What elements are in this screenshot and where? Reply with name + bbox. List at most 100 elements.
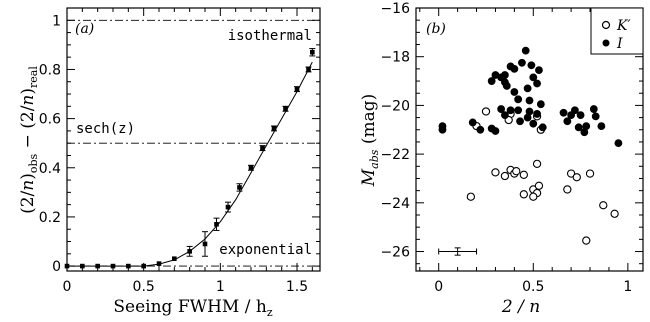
kprime-point (466, 192, 476, 201)
i-band-point (502, 82, 511, 90)
y-label-part: n (18, 180, 38, 191)
kprime-point (582, 236, 591, 245)
data-point (187, 249, 192, 254)
y-tick-label: 0.8 (39, 62, 61, 78)
kprime-point (585, 169, 595, 178)
i-band-point (501, 71, 509, 79)
data-point (80, 263, 85, 269)
i-band-point (614, 139, 623, 148)
panel-a-points (64, 48, 316, 269)
x-tick-label: 1.5 (286, 279, 308, 295)
sech-label: sech(z) (76, 121, 135, 137)
y-label-unit: (mag) (359, 94, 379, 150)
y-tick-label: 1 (52, 13, 61, 29)
i-band-point (487, 77, 496, 85)
y-label-sub: obs (27, 153, 40, 173)
i-band-point (527, 61, 536, 70)
panel-b: 0 0.5 1 −16 −18 −20 −22 −24 −26 (b) K′ I 2 / n M… (359, 1, 644, 317)
data-point (283, 106, 288, 112)
y-tick-label: 0.4 (39, 161, 61, 177)
data-point (95, 263, 100, 269)
kprime-point (519, 190, 528, 199)
data-point (237, 185, 242, 190)
y-tick-label: −26 (380, 245, 410, 261)
x-tick-label: 1 (623, 279, 632, 295)
kprime-point (491, 168, 500, 177)
i-band-point (510, 88, 519, 96)
i-band-point (497, 105, 506, 113)
panel-b-x-axis-label: 2 / n (501, 297, 540, 317)
panel-b-points (438, 46, 623, 245)
i-band-point (523, 84, 532, 93)
model-curve (67, 61, 313, 267)
data-point (126, 263, 131, 269)
panel-a-x-axis-label: Seeing FWHM / hz (113, 297, 272, 319)
i-band-point (571, 106, 579, 115)
data-point (271, 126, 277, 131)
i-band-point (536, 100, 545, 109)
kprime-point (532, 159, 542, 169)
y-label-part: n (18, 95, 38, 106)
y-label-sub: real (27, 66, 40, 88)
data-point (310, 49, 315, 55)
i-band-point (533, 110, 541, 118)
i-band-point (468, 118, 477, 127)
data-point (110, 263, 116, 269)
x-tick-label: 0.5 (133, 279, 155, 295)
i-band-point (476, 125, 485, 134)
x-tick-label: 1 (216, 279, 225, 295)
y-tick-label: 0.2 (39, 210, 61, 226)
i-band-point (563, 117, 572, 126)
y-tick-label: −22 (380, 147, 410, 163)
panel-a-y-axis-label: (2/n)obs − (2/n)real (18, 66, 40, 214)
kprime-point (500, 171, 510, 181)
i-band-point (521, 46, 530, 55)
kprime-point (566, 169, 576, 178)
legend-label-k: K′ (616, 18, 631, 34)
y-label-part: ) (18, 173, 38, 180)
kprime-point (610, 209, 619, 218)
panel-a-ticks: 0 0.5 1 1.5 0 0.2 0.4 0.6 0.8 1 (39, 8, 320, 295)
data-point (294, 86, 300, 92)
legend-marker-open (601, 20, 611, 30)
y-label-part: (2/ (18, 190, 38, 213)
i-band-point (525, 107, 534, 116)
y-label-main: M (359, 168, 379, 187)
kprime-point (519, 170, 528, 179)
data-point (248, 165, 254, 171)
panel-a-frame (66, 7, 321, 272)
i-band-point (529, 119, 538, 128)
panel-a-reference-lines (67, 19, 320, 267)
i-band-point (589, 105, 598, 113)
i-band-point (501, 111, 509, 120)
panel-b-y-axis-label: Mabs (mag) (359, 94, 381, 187)
i-band-point (576, 111, 585, 120)
panel-b-frame (415, 7, 644, 272)
panel-a: 0 0.5 1 1.5 0 0.2 0.4 0.6 0.8 1 (a) isothermal se… (18, 7, 321, 319)
x-tick-label: 0 (434, 279, 443, 295)
i-band-point (529, 73, 538, 82)
isothermal-label: isothermal (228, 28, 312, 44)
i-band-point (491, 127, 500, 135)
y-tick-label: 0 (52, 259, 61, 275)
kprime-point (534, 181, 544, 190)
y-label-part: ) (18, 88, 38, 95)
y-tick-label: −24 (380, 196, 410, 212)
legend-box (590, 7, 644, 55)
i-band-point (518, 58, 526, 67)
i-band-point (438, 125, 447, 134)
panel-b-ticks: 0 0.5 1 −16 −18 −20 −22 −24 −26 (380, 1, 643, 295)
i-band-point (533, 79, 541, 88)
kprime-point (481, 107, 491, 116)
i-band-point (510, 64, 519, 73)
data-point (156, 261, 162, 266)
i-band-point (506, 106, 515, 115)
i-band-point (559, 108, 568, 117)
panel-a-model-curve (67, 61, 313, 267)
i-band-point (591, 112, 600, 121)
data-point (202, 241, 208, 247)
data-point (225, 204, 231, 210)
y-label-part: − (2/ (18, 105, 38, 154)
data-point (214, 221, 219, 227)
panel-a-x-axis-label-main: Seeing FWHM / h (113, 297, 266, 317)
